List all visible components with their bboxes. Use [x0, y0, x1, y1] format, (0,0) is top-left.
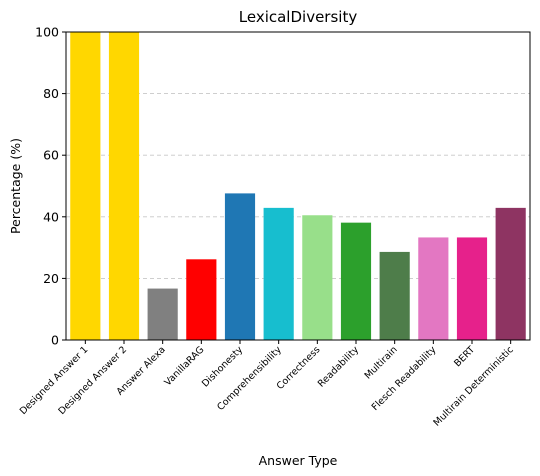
y-tick-label: 0	[51, 333, 59, 348]
y-tick-label: 40	[43, 209, 59, 224]
bar	[340, 222, 372, 340]
bar	[147, 288, 178, 340]
y-tick-label: 80	[43, 86, 59, 101]
y-axis: 0 20 40 60 80 100	[35, 25, 66, 348]
bar	[418, 237, 449, 340]
bar	[224, 193, 256, 340]
chart-title: LexicalDiversity	[239, 8, 358, 26]
bar	[495, 207, 526, 340]
bar	[186, 259, 217, 340]
bars	[70, 32, 526, 340]
bar	[70, 32, 101, 340]
bar	[456, 237, 488, 340]
bar	[302, 215, 333, 340]
y-tick-label: 60	[43, 148, 59, 163]
y-axis-label: Percentage (%)	[8, 138, 23, 234]
x-axis-label: Answer Type	[259, 453, 338, 468]
y-tick-label: 20	[43, 271, 59, 286]
bar	[379, 251, 410, 340]
bar	[263, 207, 294, 340]
bar	[108, 32, 140, 340]
gridlines	[66, 93, 530, 279]
y-tick-label: 100	[35, 25, 59, 40]
plot-frame	[65, 31, 531, 341]
